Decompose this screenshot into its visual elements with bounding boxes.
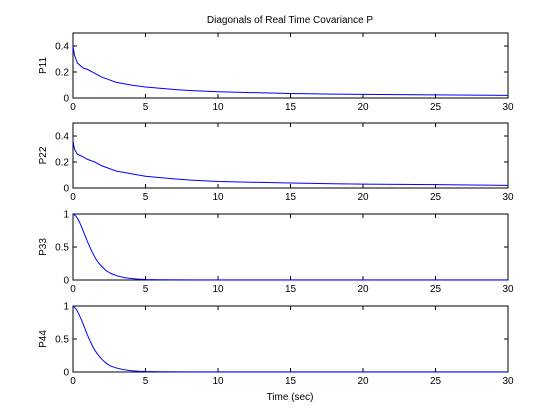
x-tick-label: 5: [143, 102, 149, 113]
subplot-p11: 0 5 10 15 20 25 30 0 0.2 0.4 P11: [38, 32, 514, 114]
y-tick-label: 0: [63, 184, 69, 195]
y-tick-label: 0.4: [55, 132, 69, 143]
plot-area: [72, 122, 509, 189]
ticks: [72, 33, 509, 99]
y-tick-label: 0: [63, 368, 69, 379]
tick-labels: 0 5 10 15 20 25 30 0 0.5 1: [55, 302, 514, 388]
figure-title: Diagonals of Real Time Covariance P: [207, 15, 374, 26]
x-tick-label: 20: [357, 102, 369, 113]
x-tick-label: 10: [212, 376, 224, 387]
x-tick-label: 30: [502, 376, 514, 387]
y-axis-label-p44: P44: [38, 330, 49, 348]
x-tick-label: 20: [357, 284, 369, 295]
y-tick-label: 0.2: [55, 68, 69, 79]
subplot-p33: 0 5 10 15 20 25 30 0 0.5 1 P33: [38, 210, 514, 296]
y-tick-label: 1: [63, 210, 69, 221]
y-axis-label-p33: P33: [38, 238, 49, 256]
x-tick-label: 25: [430, 284, 442, 295]
y-tick-label: 1: [63, 302, 69, 313]
x-tick-label: 0: [70, 284, 76, 295]
y-tick-label: 0: [63, 94, 69, 105]
series-line-p33: [72, 213, 508, 281]
x-tick-label: 25: [430, 192, 442, 203]
x-tick-label: 25: [430, 376, 442, 387]
x-tick-label: 5: [143, 284, 149, 295]
x-tick-label: 5: [143, 192, 149, 203]
x-tick-label: 15: [285, 192, 297, 203]
y-tick-label: 0.4: [55, 42, 69, 53]
x-tick-label: 0: [70, 192, 76, 203]
x-tick-label: 15: [285, 376, 297, 387]
y-tick-label: 0: [63, 276, 69, 287]
x-tick-label: 10: [212, 192, 224, 203]
x-tick-label: 30: [502, 284, 514, 295]
x-tick-label: 10: [212, 102, 224, 113]
x-tick-label: 0: [70, 102, 76, 113]
subplot-p22: 0 5 10 15 20 25 30 0 0.2 0.4 P22: [38, 122, 514, 204]
series-line-p22: [72, 141, 509, 186]
x-tick-label: 20: [357, 192, 369, 203]
y-axis-label-p22: P22: [38, 146, 49, 164]
x-tick-label: 15: [285, 102, 297, 113]
plot-area: [72, 32, 509, 99]
x-tick-label: 30: [502, 102, 514, 113]
y-tick-label: 0.5: [55, 335, 69, 346]
y-axis-label-p11: P11: [38, 57, 49, 74]
x-axis-label: Time (sec): [267, 392, 314, 403]
plot-area: [72, 305, 509, 373]
series-line-p11: [72, 45, 509, 96]
tick-labels: 0 5 10 15 20 25 30 0 0.2 0.4: [55, 42, 514, 114]
y-tick-label: 0.5: [55, 243, 69, 254]
x-tick-label: 20: [357, 376, 369, 387]
x-tick-label: 0: [70, 376, 76, 387]
x-tick-label: 5: [143, 376, 149, 387]
x-tick-label: 10: [212, 284, 224, 295]
y-tick-label: 0.2: [55, 158, 69, 169]
ticks: [72, 123, 509, 189]
tick-labels: 0 5 10 15 20 25 30 0 0.2 0.4: [55, 132, 514, 204]
x-tick-label: 15: [285, 284, 297, 295]
plot-area: [72, 213, 509, 281]
x-tick-label: 25: [430, 102, 442, 113]
x-tick-label: 30: [502, 192, 514, 203]
tick-labels: 0 5 10 15 20 25 30 0 0.5 1: [55, 210, 514, 296]
series-line-p44: [72, 305, 508, 373]
subplot-p44: 0 5 10 15 20 25 30 0 0.5 1 P44: [38, 302, 514, 388]
